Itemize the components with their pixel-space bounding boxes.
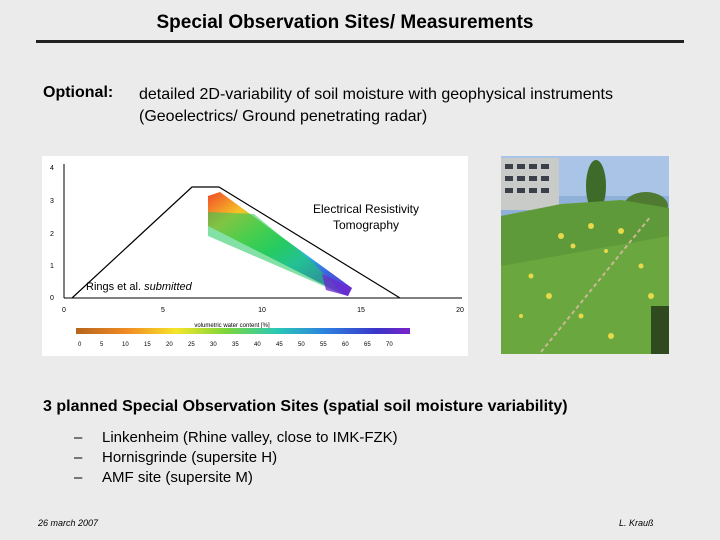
grass-foreground (501, 236, 669, 354)
colorbar-tick: 60 (342, 342, 349, 348)
site-list: Linkenheim (Rhine valley, close to IMK-F… (74, 428, 398, 488)
y-tick-label: 0 (50, 295, 54, 302)
list-item: Linkenheim (Rhine valley, close to IMK-F… (74, 428, 398, 448)
shadow (651, 306, 669, 354)
ert-label-line-1: Electrical Resistivity (313, 202, 419, 216)
colorbar-tick: 40 (254, 342, 261, 348)
flowers (519, 223, 654, 339)
colorbar-tick: 45 (276, 342, 283, 348)
x-tick-label: 20 (456, 307, 464, 314)
title-divider (36, 40, 684, 43)
citation-authors: Rings et al. (86, 281, 144, 293)
x-tick-label: 10 (258, 307, 266, 314)
electrode-cable (540, 215, 652, 353)
list-item: AMF site (supersite M) (74, 468, 398, 488)
y-tick-labels: 4 3 2 1 0 (50, 165, 54, 302)
ert-figure: 4 3 2 1 0 0 5 10 15 20 Electrical Resist… (42, 156, 468, 356)
citation: Rings et al. submitted (86, 281, 193, 293)
optional-line-2: (Geoelectrics/ Ground penetrating radar) (139, 108, 428, 125)
y-tick-label: 4 (50, 165, 54, 172)
field-site-photo (501, 156, 669, 354)
colorbar-tick: 70 (386, 342, 393, 348)
colorbar-tick: 55 (320, 342, 327, 348)
x-tick-labels: 0 5 10 15 20 (62, 307, 464, 314)
x-tick-label: 0 (62, 307, 66, 314)
dike-outline (71, 186, 401, 299)
colorbar-tick: 0 (78, 342, 82, 348)
planned-sites-heading: 3 planned Special Observation Sites (spa… (43, 398, 568, 415)
optional-label: Optional: (43, 84, 114, 101)
colorbar-label: volumetric water content [%] (194, 323, 270, 329)
colorbar-tick: 10 (122, 342, 129, 348)
x-tick-label: 15 (357, 307, 365, 314)
footer-author: L. Krauß (619, 518, 654, 528)
optional-line-1: detailed 2D-variability of soil moisture… (139, 86, 613, 103)
field-photo-svg (501, 156, 669, 354)
colorbar-tick: 25 (188, 342, 195, 348)
colorbar (76, 328, 410, 334)
colorbar-tick: 50 (298, 342, 305, 348)
citation-status: submitted (144, 281, 193, 293)
colorbar-tick: 35 (232, 342, 239, 348)
list-item: Hornisgrinde (supersite H) (74, 448, 398, 468)
y-tick-label: 1 (50, 263, 54, 270)
colorbar-tick: 15 (144, 342, 151, 348)
ert-label-line-2: Tomography (333, 218, 399, 232)
tree (586, 160, 606, 212)
x-tick-label: 5 (161, 307, 165, 314)
building-windows (505, 164, 549, 193)
colorbar-tick: 20 (166, 342, 173, 348)
ert-layer (208, 212, 342, 294)
colorbar-tick: 30 (210, 342, 217, 348)
colorbar-tick: 65 (364, 342, 371, 348)
ert-figure-svg: 4 3 2 1 0 0 5 10 15 20 Electrical Resist… (50, 164, 464, 348)
optional-description: detailed 2D-variability of soil moisture… (139, 84, 699, 128)
y-tick-label: 2 (50, 231, 54, 238)
slide-title: Special Observation Sites/ Measurements (156, 12, 534, 33)
colorbar-tick-labels: 0 5 10 15 20 25 30 35 40 45 50 55 60 65 … (78, 342, 393, 348)
ert-layer (322, 274, 352, 296)
colorbar-tick: 5 (100, 342, 104, 348)
y-tick-label: 3 (50, 198, 54, 205)
footer-date: 26 march 2007 (38, 518, 99, 528)
